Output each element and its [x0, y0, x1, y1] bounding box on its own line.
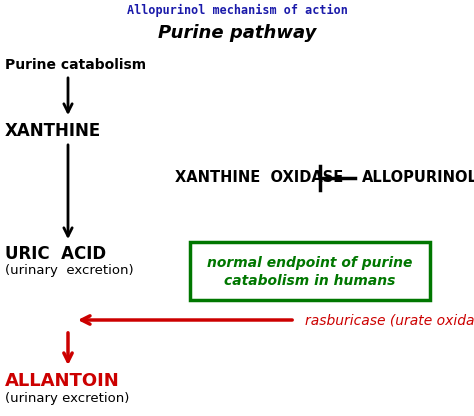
Text: (urinary  excretion): (urinary excretion)	[5, 264, 134, 277]
Text: ALLOPURINOL: ALLOPURINOL	[362, 171, 474, 186]
Text: Purine catabolism: Purine catabolism	[5, 58, 146, 72]
Text: XANTHINE  OXIDASE: XANTHINE OXIDASE	[175, 171, 343, 186]
Text: rasburicase (urate oxidase): rasburicase (urate oxidase)	[305, 313, 474, 327]
Text: ALLANTOIN: ALLANTOIN	[5, 372, 120, 390]
Text: normal endpoint of purine: normal endpoint of purine	[207, 256, 413, 270]
Text: URIC  ACID: URIC ACID	[5, 245, 106, 263]
FancyBboxPatch shape	[190, 242, 430, 300]
Text: (urinary excretion): (urinary excretion)	[5, 392, 129, 405]
Text: Purine pathway: Purine pathway	[158, 24, 316, 42]
Text: XANTHINE: XANTHINE	[5, 122, 101, 140]
Text: catabolism in humans: catabolism in humans	[224, 274, 396, 288]
Text: Allopurinol mechanism of action: Allopurinol mechanism of action	[127, 4, 347, 17]
